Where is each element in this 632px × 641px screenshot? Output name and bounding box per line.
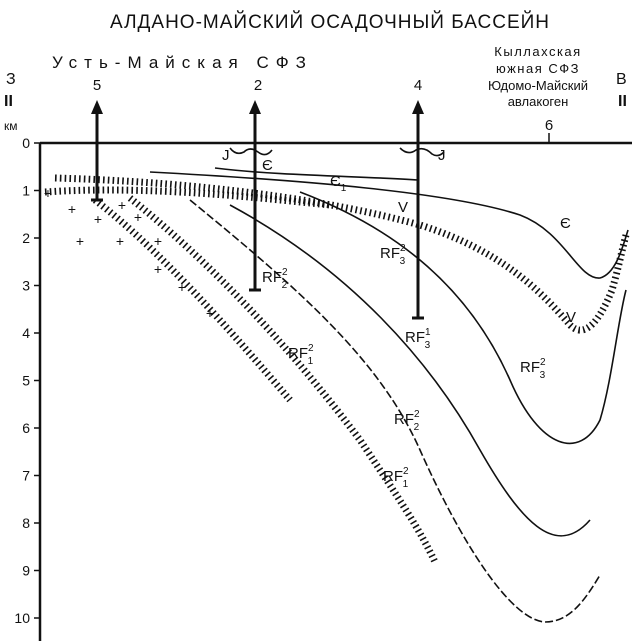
- svg-text:+: +: [134, 209, 142, 225]
- unit-base: Є: [560, 215, 571, 232]
- depth-label: 6: [22, 420, 30, 436]
- unit-sub: 3: [425, 340, 431, 351]
- unit-label: Є: [262, 157, 273, 174]
- unit-sup: 2: [282, 267, 288, 278]
- depth-label: 10: [14, 610, 30, 626]
- unit-label: RF2 1: [288, 343, 314, 367]
- svg-text:+: +: [118, 197, 126, 213]
- depth-label: 4: [22, 325, 30, 341]
- unit-sub: 3: [540, 370, 546, 381]
- zone-left: Усть-Майская СФЗ: [52, 53, 313, 72]
- unit-base: RF: [520, 359, 540, 376]
- unit-sup: 2: [308, 343, 314, 354]
- depth-scale: 0 1 2 3 4 5 6 7 8 9 10: [14, 135, 40, 626]
- unit-base: RF: [288, 345, 308, 362]
- svg-text:+: +: [68, 201, 76, 217]
- unit-label: RF2 1: [383, 466, 409, 490]
- unit-label: RF2 3: [380, 243, 406, 267]
- side-letter: З: [6, 71, 16, 88]
- unit-base: RF: [380, 245, 400, 262]
- unit-base: J: [222, 147, 230, 164]
- zone-right-line: Юдомо-Майский: [488, 78, 588, 93]
- unit-sub: 1: [341, 183, 347, 194]
- zone-right-line: Кыллахская: [494, 44, 581, 59]
- unit-sup: 2: [540, 357, 546, 368]
- unit-base: Є: [262, 157, 273, 174]
- unit-label: V: [398, 199, 408, 216]
- unit-base: RF: [262, 269, 282, 286]
- unit-base: Є: [330, 173, 341, 190]
- unit-base: RF: [383, 468, 403, 485]
- unit-base: RF: [405, 329, 425, 346]
- unit-sub: 2: [414, 422, 420, 433]
- zone-right-line: южная СФЗ: [496, 61, 580, 76]
- well-number: 2: [254, 77, 262, 94]
- section-mark: II: [618, 93, 627, 110]
- svg-text:+: +: [116, 233, 124, 249]
- depth-label: 9: [22, 563, 30, 579]
- section-mark: II: [4, 93, 13, 110]
- boundaries: [45, 148, 628, 622]
- unit-base: J: [438, 147, 446, 164]
- unit-label: V: [566, 309, 576, 326]
- svg-text:+: +: [44, 185, 52, 201]
- well-number: 6: [545, 117, 553, 134]
- unit-sub: 3: [400, 256, 406, 267]
- title: АЛДАНО-МАЙСКИЙ ОСАДОЧНЫЙ БАССЕЙН: [110, 11, 550, 33]
- basement-crosses: ++++ ++++ +++: [44, 185, 214, 321]
- well-number: 4: [414, 77, 422, 94]
- svg-text:+: +: [154, 233, 162, 249]
- unit-sub: 1: [403, 479, 409, 490]
- depth-label: 7: [22, 468, 30, 484]
- svg-text:+: +: [178, 279, 186, 295]
- unit-label: RF2 3: [520, 357, 546, 381]
- cross-section: АЛДАНО-МАЙСКИЙ ОСАДОЧНЫЙ БАССЕЙН Усть-Ма…: [0, 0, 632, 641]
- depth-label: 8: [22, 515, 30, 531]
- unit-sup: 2: [414, 409, 420, 420]
- well-arrows: [91, 100, 424, 114]
- unit-sup: 2: [403, 466, 409, 477]
- svg-text:+: +: [76, 233, 84, 249]
- unit-label: J: [438, 147, 446, 164]
- depth-label: 1: [22, 183, 30, 199]
- depth-unit: км: [4, 119, 18, 133]
- depth-label: 2: [22, 230, 30, 246]
- wells: [91, 108, 549, 318]
- unit-sub: 1: [308, 356, 314, 367]
- unit-base: RF: [394, 411, 414, 428]
- depth-label: 5: [22, 373, 30, 389]
- depth-label: 0: [22, 135, 30, 151]
- unit-label: J: [222, 147, 230, 164]
- svg-text:+: +: [154, 261, 162, 277]
- side-letter: В: [616, 71, 627, 88]
- depth-label: 3: [22, 278, 30, 294]
- unit-sup: 1: [425, 327, 431, 338]
- unit-label: RF2 2: [394, 409, 420, 433]
- svg-text:+: +: [94, 211, 102, 227]
- well-number: 5: [93, 77, 101, 94]
- unit-base: V: [566, 309, 576, 326]
- unit-label: Є: [560, 215, 571, 232]
- unit-sup: 2: [400, 243, 406, 254]
- unit-base: V: [398, 199, 408, 216]
- zone-right-line: авлакоген: [508, 94, 569, 109]
- svg-text:+: +: [206, 305, 214, 321]
- unit-sub: 2: [282, 280, 288, 291]
